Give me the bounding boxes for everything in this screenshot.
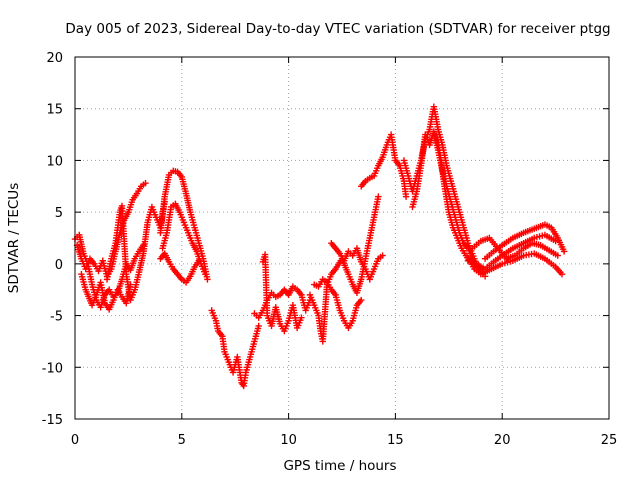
y-tick-label: -15 xyxy=(42,413,63,428)
y-axis-label: SDTVAR / TECUs xyxy=(6,183,22,293)
data-point xyxy=(554,252,561,259)
data-point xyxy=(255,322,262,330)
y-tick-label: 10 xyxy=(46,154,63,169)
plot-frame xyxy=(74,56,610,420)
data-point xyxy=(379,252,386,259)
data-point xyxy=(142,179,149,187)
y-tick-label: 5 xyxy=(55,206,63,221)
y-tick-label: -5 xyxy=(50,310,63,325)
x-tick-label: 0 xyxy=(71,433,79,448)
data-point xyxy=(402,193,410,200)
y-tick-label: 20 xyxy=(46,51,63,66)
y-tick-label: -10 xyxy=(42,361,63,376)
data-points xyxy=(71,103,568,390)
chart-title: Day 005 of 2023, Sidereal Day-to-day VTE… xyxy=(65,21,610,37)
data-point xyxy=(204,276,211,283)
data-point xyxy=(560,248,568,255)
x-tick-label: 25 xyxy=(601,433,618,448)
data-point xyxy=(552,237,559,245)
x-tick-label: 10 xyxy=(280,433,297,448)
y-tick-label: 15 xyxy=(46,103,63,118)
y-tick-label: 0 xyxy=(55,258,63,273)
data-point xyxy=(375,193,382,200)
data-point xyxy=(358,296,365,304)
grid xyxy=(75,57,609,419)
x-tick-label: 15 xyxy=(387,433,404,448)
data-point xyxy=(202,271,209,278)
x-tick-label: 20 xyxy=(494,433,511,448)
data-point xyxy=(298,314,305,321)
axis-ticks: 0 5 10 15 20 25 -15 -10 -5 0 5 10 15 20 xyxy=(42,51,618,448)
x-tick-label: 5 xyxy=(178,433,186,448)
x-axis-label: GPS time / hours xyxy=(283,458,396,474)
data-point xyxy=(558,271,566,278)
data-point xyxy=(195,257,203,264)
